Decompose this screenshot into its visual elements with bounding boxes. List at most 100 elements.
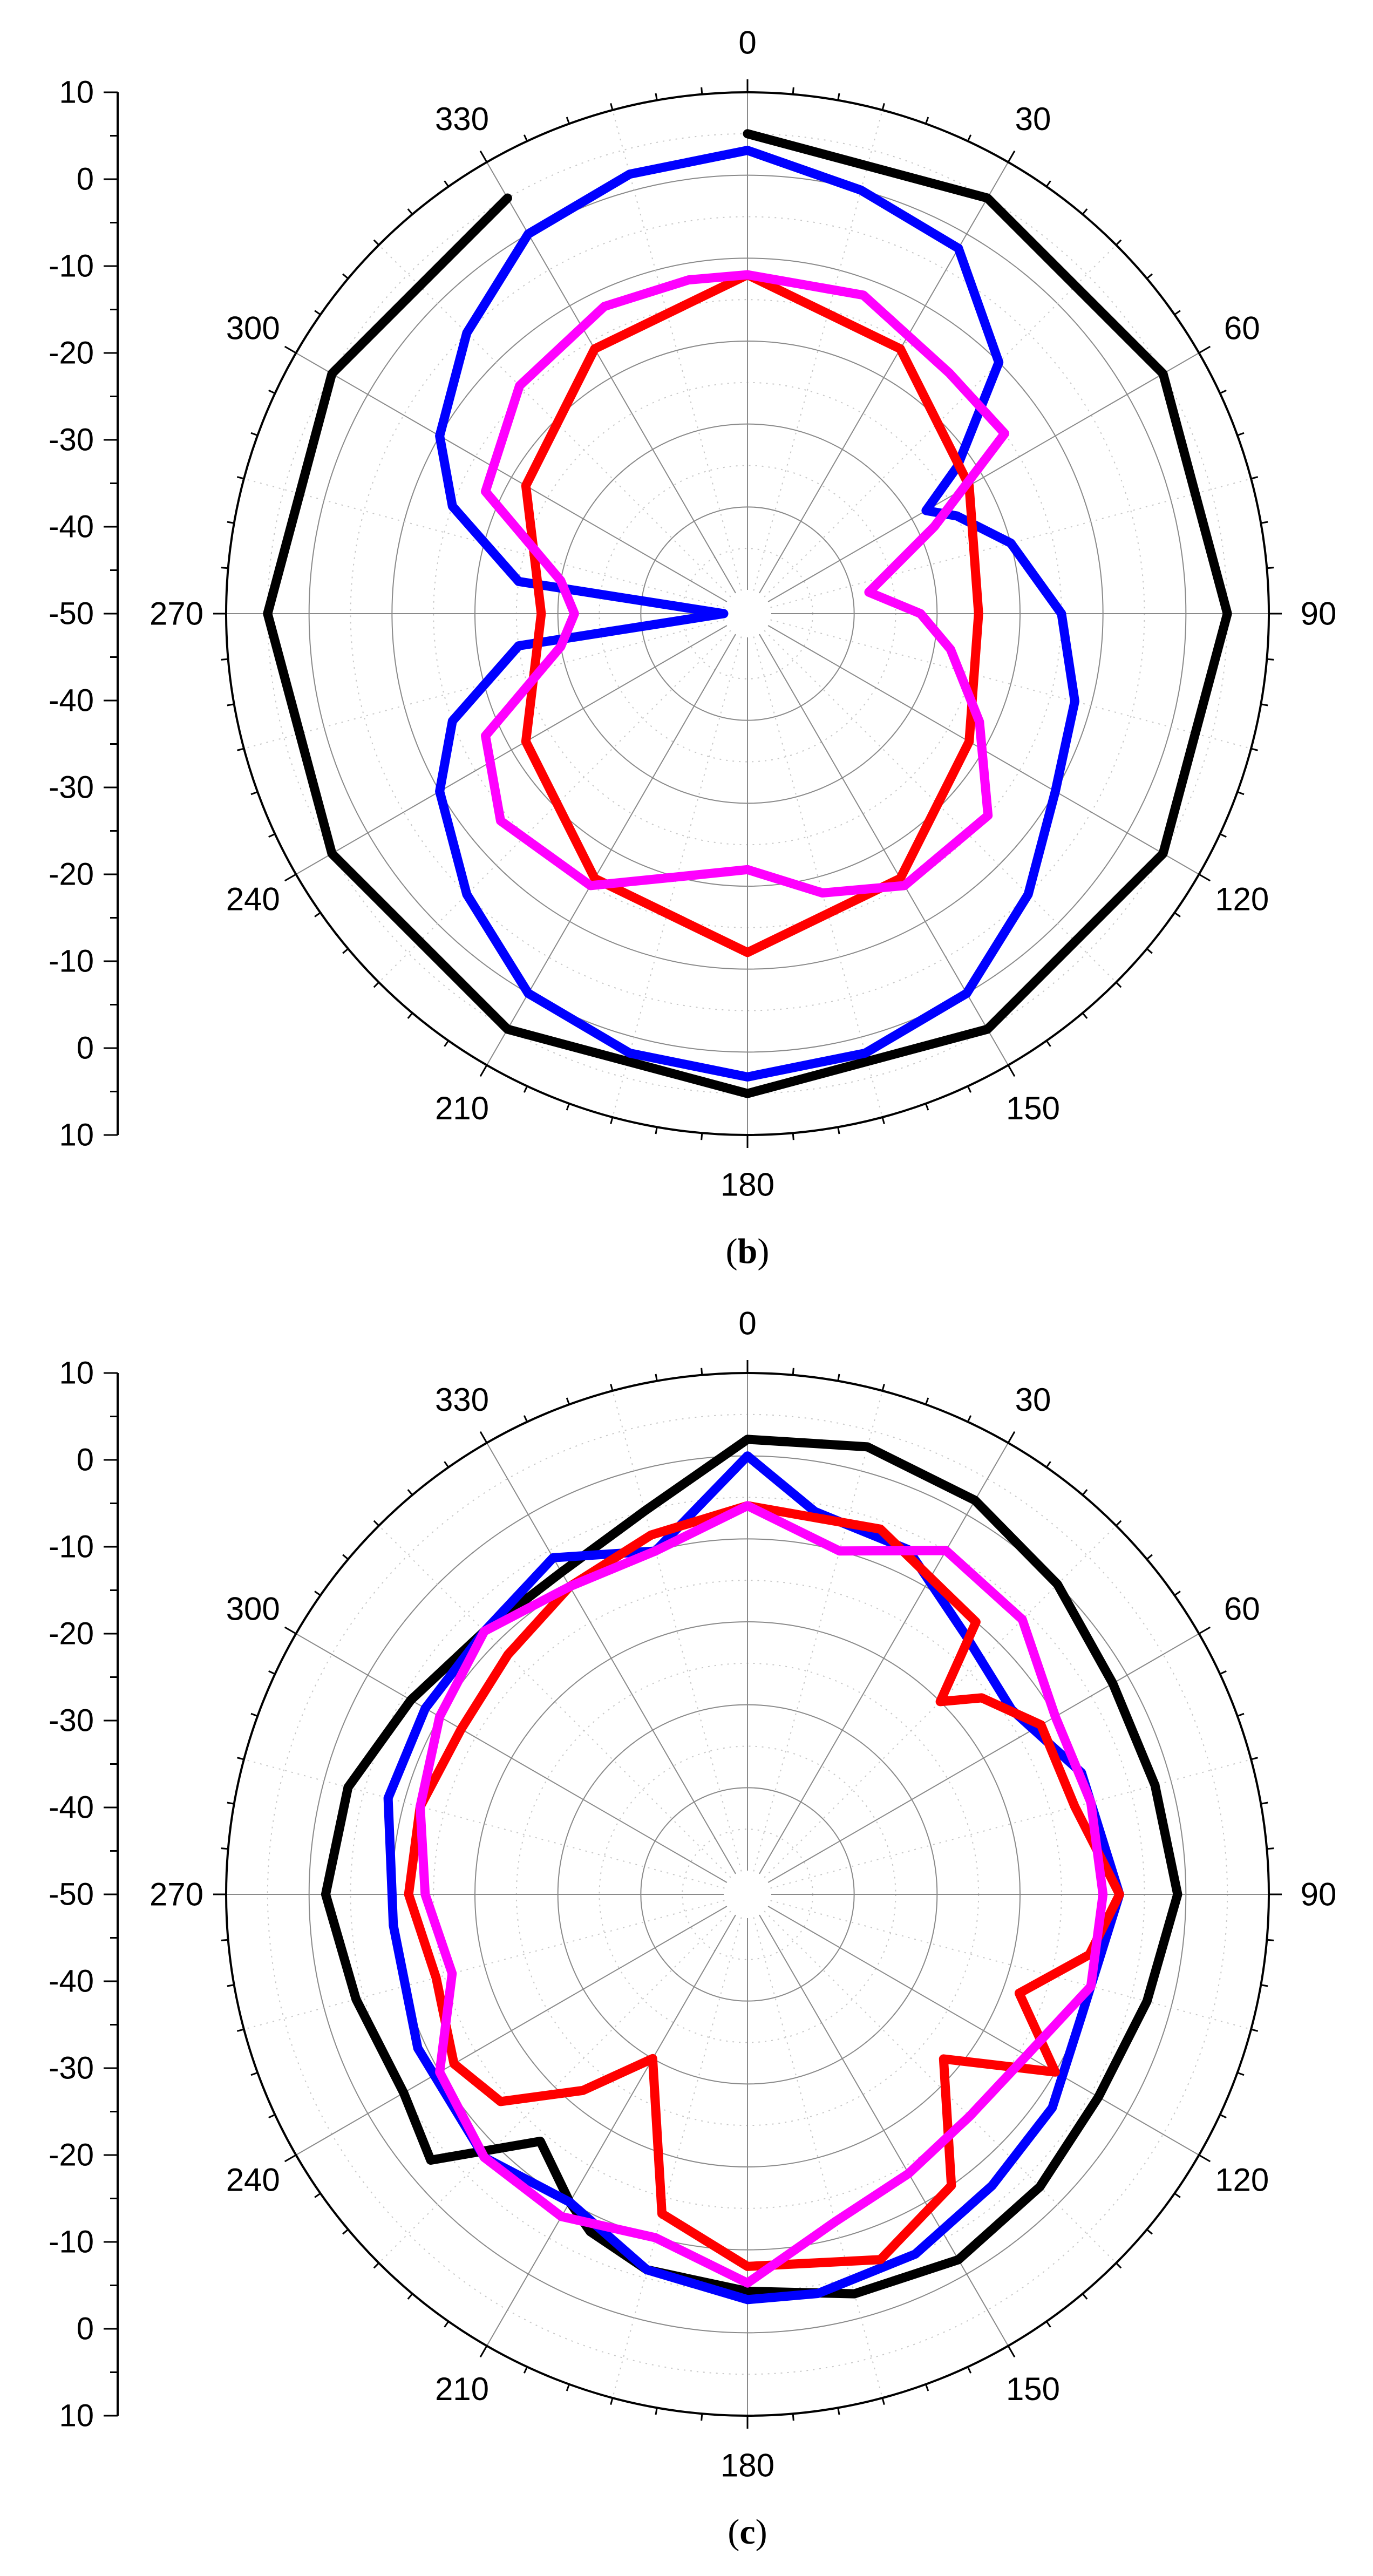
series-line-blue [383,1451,1124,2305]
angle-tick [407,1012,413,1019]
angle-tick [1174,1591,1181,1596]
angle-label-300: 300 [226,1591,280,1627]
angle-tick [444,1040,450,1047]
radial-tick-label: -40 [49,1790,94,1825]
angle-tick [1174,310,1181,316]
angle-tick [236,747,244,751]
angle-tick [1007,1064,1016,1077]
angle-tick [1045,1040,1051,1047]
angle-tick [655,2408,658,2415]
angle-tick [837,1374,840,1381]
angle-tick [236,476,244,480]
angle-label-180: 180 [721,2448,774,2484]
minor-spoke [378,1525,731,1878]
radial-tick-label: -20 [49,336,94,371]
angle-tick [925,2384,929,2391]
radial-tick-label: -40 [49,1964,94,1999]
angle-label-300: 300 [226,310,280,346]
angle-tick [1237,2071,1245,2076]
radial-tick-label: -10 [49,1530,94,1565]
series-line-red [404,1501,1124,2271]
angle-tick [342,948,349,954]
major-spoke [759,1442,1009,1874]
angle-tick [236,2028,244,2032]
angle-tick [655,1374,658,1381]
angle-tick [373,2262,379,2269]
angle-tick [1219,389,1227,395]
minor-spoke [243,619,725,749]
angle-tick [227,1802,234,1805]
radial-tick-label: -40 [49,509,94,545]
angle-tick [1116,239,1122,246]
major-spoke [295,625,728,875]
angle-label-120: 120 [1215,881,1269,917]
angle-tick [221,658,228,661]
angle-tick [268,2113,276,2119]
major-spoke [767,352,1200,602]
major-spoke [767,1633,1200,1883]
angle-tick [250,791,258,796]
angle-tick [250,2071,258,2076]
angle-tick [1198,873,1211,882]
angle-tick [1219,1670,1227,1675]
radial-tick-label: -50 [49,596,94,631]
series-line-black [263,129,1232,1098]
angle-tick [1250,2028,1259,2032]
minor-spoke [770,1759,1252,1889]
angle-tick [444,2321,450,2328]
angle-label-0: 0 [738,1306,756,1342]
angle-tick [1116,1520,1122,1526]
angle-tick [655,93,658,100]
panel-caption: (b) [726,1232,770,1271]
angle-label-0: 0 [738,25,756,61]
outer-angle-ticks [213,1360,1282,2429]
radial-tick-label: -30 [49,770,94,805]
panel-c-polar-chart: 0 30 60 90 120 150 180 210 240 270 300 330 10 0 -10 -20… [49,1306,1336,2552]
center-hole [724,1871,771,1918]
angle-tick [479,2345,488,2358]
angle-tick [566,117,570,124]
angle-tick [314,1591,321,1596]
angle-tick [837,93,840,100]
angle-tick [1261,703,1268,706]
angle-tick [373,1520,379,1526]
minor-spoke [378,1911,731,2264]
center-hole [724,590,771,637]
angle-tick [1045,2321,1051,2328]
caption-letter: b [738,1232,758,1271]
radial-tick-label: -50 [49,1877,94,1912]
major-spoke [486,1914,736,2347]
minor-spoke [612,110,742,591]
angle-label-120: 120 [1215,2162,1269,2198]
angle-tick [407,1489,413,1496]
radial-tick-label: -10 [49,249,94,284]
angle-tick [284,1626,297,1635]
angle-tick [250,1712,258,1717]
series-line-magenta [416,1501,1108,2288]
major-spokes [226,1373,1269,2416]
angle-tick [610,1117,614,1125]
angle-tick [284,2154,297,2163]
angle-tick [314,310,321,316]
angle-tick [227,1984,234,1987]
angle-tick [236,1757,244,1761]
radial-tick-label: 0 [77,1443,94,1478]
angle-tick [444,1461,450,1468]
angle-label-60: 60 [1224,310,1260,346]
angle-tick [1174,912,1181,917]
angle-tick [523,1085,528,1093]
angle-tick [566,1397,570,1405]
angle-label-330: 330 [435,101,489,137]
angle-tick [479,1064,488,1077]
angle-tick [610,103,614,111]
minor-spoke [378,630,731,983]
minor-spoke [764,1911,1117,2264]
angle-tick [1250,747,1259,751]
radial-tick-label: -20 [49,2138,94,2173]
radial-tick-label: -30 [49,423,94,458]
angle-tick [1261,521,1268,524]
angle-label-30: 30 [1015,1382,1051,1418]
angle-tick [342,1554,349,1560]
angle-label-150: 150 [1006,1090,1060,1126]
angle-tick [1219,2113,1227,2119]
